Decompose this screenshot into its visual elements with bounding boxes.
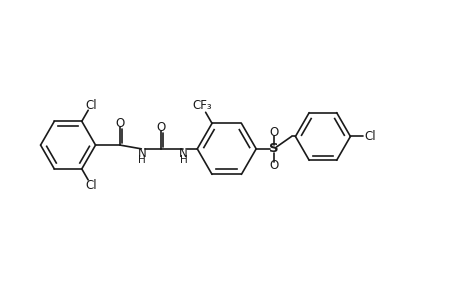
Text: O: O xyxy=(269,126,278,139)
Text: O: O xyxy=(115,117,124,130)
Text: CF₃: CF₃ xyxy=(191,99,211,112)
Text: Cl: Cl xyxy=(85,99,97,112)
Text: Cl: Cl xyxy=(364,130,375,143)
Text: O: O xyxy=(269,159,278,172)
Text: Cl: Cl xyxy=(85,178,97,191)
Text: N: N xyxy=(138,147,146,160)
Text: O: O xyxy=(156,121,165,134)
Text: S: S xyxy=(269,142,278,155)
Text: H: H xyxy=(138,154,146,165)
Text: H: H xyxy=(179,154,187,165)
Text: N: N xyxy=(179,147,188,160)
